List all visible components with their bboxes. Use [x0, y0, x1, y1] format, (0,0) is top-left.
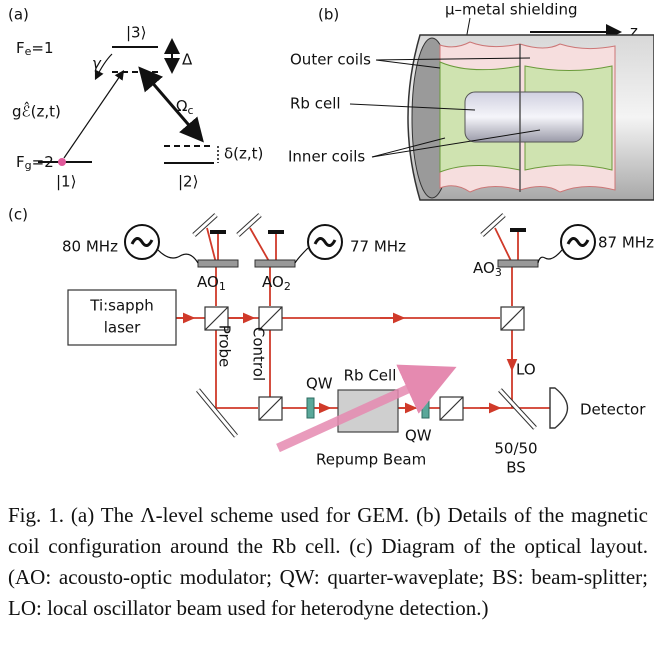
shape	[198, 260, 238, 267]
shape-line	[550, 388, 568, 428]
page: (a) Fe=1 |3⟩ Δ γ gℰ̂(z,t) Ωc Fg=2 |1⟩ δ(…	[0, 0, 654, 662]
shape	[58, 158, 66, 166]
caption: Fig. 1. (a) The Λ-level scheme used for …	[8, 500, 648, 624]
ao-label: AO2	[262, 273, 291, 294]
shape	[307, 398, 314, 418]
text: AO	[262, 273, 284, 291]
text: F	[16, 39, 25, 57]
repump-label: Repump Beam	[316, 451, 426, 469]
level-label: Fe=1	[16, 39, 54, 59]
figure: (a) Fe=1 |3⟩ Δ γ gℰ̂(z,t) Ωc Fg=2 |1⟩ δ(…	[0, 0, 654, 490]
text: 2	[284, 280, 291, 293]
frequency-label: 80 MHz	[62, 238, 118, 256]
text: g	[25, 159, 32, 172]
shape	[465, 92, 583, 142]
panel-label: (c)	[8, 206, 28, 224]
text: AO	[473, 259, 495, 277]
beam-label: Control	[250, 327, 268, 381]
beam-label: Probe	[216, 325, 234, 368]
two-photon-label: δ(z,t)	[224, 145, 263, 163]
text: Ω	[176, 97, 187, 115]
decay-label: γ	[92, 55, 102, 73]
ao-label: AO3	[473, 259, 502, 280]
shape	[255, 260, 295, 267]
probe-field-label: gℰ̂(z,t)	[12, 101, 61, 121]
shielding-label: μ–metal shielding	[445, 1, 578, 19]
detector-label: Detector	[580, 401, 646, 419]
bs-label: BS	[506, 459, 526, 477]
text: F	[16, 153, 25, 171]
panel-c: (c)	[8, 206, 654, 477]
text: c	[187, 104, 193, 117]
control-label: Ωc	[176, 97, 194, 118]
frequency-label: 87 MHz	[598, 234, 654, 252]
panel-label: (a)	[8, 6, 29, 24]
shape-line	[500, 390, 535, 428]
ao-label: AO1	[197, 273, 226, 294]
laser-label: laser	[104, 319, 141, 337]
panel-b: (b) μ–metal shielding z Outer coils Rb c…	[288, 1, 654, 201]
shape	[498, 260, 538, 267]
text: 1	[219, 280, 226, 293]
cell-label: Rb Cell	[344, 367, 397, 385]
coil-label: Inner coils	[288, 148, 365, 166]
waveplate-label: QW	[405, 427, 432, 445]
state-label: |2⟩	[178, 173, 198, 191]
text: AO	[197, 273, 219, 291]
waveplate-label: QW	[306, 375, 333, 393]
shape-line	[295, 248, 308, 263]
text: 3	[495, 266, 502, 279]
shape-line	[238, 215, 260, 235]
detuning-label: Δ	[182, 51, 193, 69]
text: =1	[31, 39, 53, 57]
shape-line	[64, 76, 120, 158]
coil-label: Outer coils	[290, 51, 371, 69]
bs-label: 50/50	[494, 440, 537, 458]
laser-label: Ti:sapph	[89, 297, 153, 315]
shape-line	[158, 250, 198, 263]
shape-line	[482, 215, 504, 235]
state-label: |3⟩	[126, 24, 146, 42]
shape-line	[198, 390, 236, 436]
shape	[422, 398, 429, 418]
panel-label: (b)	[318, 6, 339, 24]
frequency-label: 77 MHz	[350, 238, 406, 256]
panel-a: (a) Fe=1 |3⟩ Δ γ gℰ̂(z,t) Ωc Fg=2 |1⟩ δ(…	[8, 6, 263, 191]
shape-line	[538, 250, 562, 263]
cell-label: Rb cell	[290, 95, 341, 113]
lo-label: LO	[516, 361, 536, 379]
state-label: |1⟩	[56, 173, 76, 191]
